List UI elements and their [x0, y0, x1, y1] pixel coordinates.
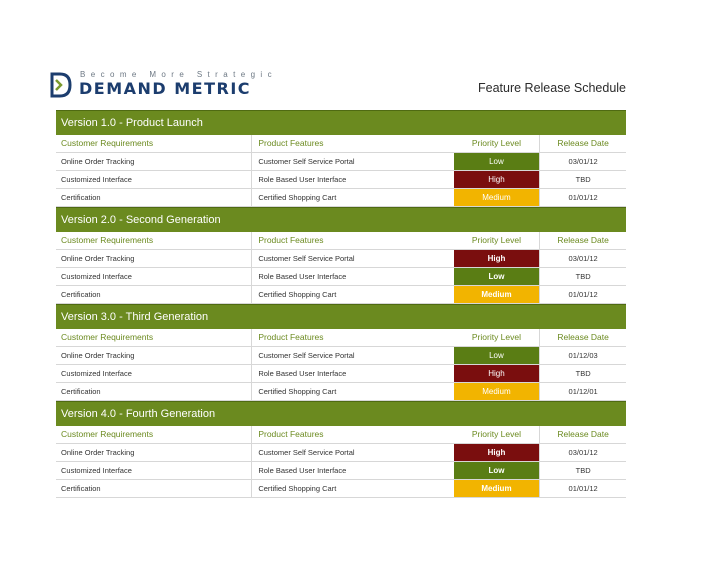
feature-cell: Role Based User Interface — [258, 369, 347, 378]
release-date-cell: 01/01/12 — [539, 189, 626, 206]
release-date-cell: 01/01/12 — [539, 480, 626, 497]
priority-cell: Medium — [453, 189, 540, 206]
table-row: Online Order Tracking Customer Self Servi… — [56, 444, 626, 462]
column-header: Customer Requirements — [56, 426, 253, 443]
feature-cell: Certified Shopping Cart — [258, 484, 337, 493]
table-row: Online Order Tracking Customer Self Servi… — [56, 153, 626, 171]
requirement-cell: Certification — [56, 189, 253, 206]
page-header: Become More Strategic DEMAND METRIC Feat… — [50, 68, 626, 106]
priority-cell: Medium — [453, 480, 540, 497]
feature-cell: Customer Self Service Portal — [258, 254, 355, 263]
column-header: Product Features — [258, 429, 324, 439]
table-row: Online Order Tracking Customer Self Servi… — [56, 250, 626, 268]
release-schedule-table: Version 1.0 - Product Launch Customer Req… — [56, 110, 626, 498]
table-row: Certification Certified Shopping Cart Medi… — [56, 480, 626, 498]
column-header-row: Customer Requirements Product Features Pri… — [56, 135, 626, 153]
requirement-cell: Certification — [56, 480, 253, 497]
column-header-row: Customer Requirements Product Features Pri… — [56, 232, 626, 250]
column-header: Release Date — [539, 426, 626, 443]
demand-metric-logo-icon — [50, 72, 72, 98]
priority-cell: Medium — [453, 286, 540, 303]
release-date-cell: TBD — [539, 462, 626, 479]
release-date-cell: 03/01/12 — [539, 444, 626, 461]
column-header: Priority Level — [471, 429, 522, 439]
requirement-cell: Certification — [56, 286, 253, 303]
table-row: Customized Interface Role Based User Inte… — [56, 365, 626, 383]
feature-cell: Customer Self Service Portal — [258, 448, 355, 457]
priority-cell: High — [453, 250, 540, 267]
feature-cell: Customer Self Service Portal — [258, 351, 355, 360]
requirement-cell: Online Order Tracking — [56, 347, 253, 364]
feature-cell: Role Based User Interface — [258, 175, 347, 184]
column-header: Customer Requirements — [56, 135, 253, 152]
version-header: Version 2.0 - Second Generation — [56, 207, 626, 232]
priority-cell: Medium — [453, 383, 540, 400]
feature-cell: Customer Self Service Portal — [258, 157, 355, 166]
release-date-cell: TBD — [539, 365, 626, 382]
feature-cell: Role Based User Interface — [258, 272, 347, 281]
column-header: Customer Requirements — [56, 329, 253, 346]
priority-cell: High — [453, 444, 540, 461]
table-row: Certification Certified Shopping Cart Medi… — [56, 286, 626, 304]
version-header: Version 4.0 - Fourth Generation — [56, 401, 626, 426]
requirement-cell: Online Order Tracking — [56, 153, 253, 170]
column-header: Release Date — [539, 135, 626, 152]
release-date-cell: 01/12/01 — [539, 383, 626, 400]
priority-cell: Low — [453, 462, 540, 479]
priority-cell: High — [453, 365, 540, 382]
table-row: Customized Interface Role Based User Inte… — [56, 268, 626, 286]
page-title: Feature Release Schedule — [477, 81, 626, 95]
column-header: Priority Level — [471, 332, 522, 342]
column-header: Release Date — [539, 232, 626, 249]
tagline: Become More Strategic — [80, 70, 277, 79]
brand-name: DEMAND METRIC — [79, 79, 252, 98]
priority-cell: Low — [453, 347, 540, 364]
table-row: Customized Interface Role Based User Inte… — [56, 171, 626, 189]
table-row: Certification Certified Shopping Cart Medi… — [56, 383, 626, 401]
column-header: Priority Level — [471, 235, 522, 245]
column-header-row: Customer Requirements Product Features Pri… — [56, 329, 626, 347]
requirement-cell: Customized Interface — [56, 268, 253, 285]
priority-cell: High — [453, 171, 540, 188]
release-date-cell: TBD — [539, 171, 626, 188]
requirement-cell: Customized Interface — [56, 171, 253, 188]
column-header: Product Features — [258, 235, 324, 245]
table-row: Online Order Tracking Customer Self Servi… — [56, 347, 626, 365]
requirement-cell: Online Order Tracking — [56, 250, 253, 267]
release-date-cell: 01/12/03 — [539, 347, 626, 364]
release-date-cell: 01/01/12 — [539, 286, 626, 303]
feature-cell: Certified Shopping Cart — [258, 290, 337, 299]
column-header: Release Date — [539, 329, 626, 346]
requirement-cell: Customized Interface — [56, 365, 253, 382]
column-header-row: Customer Requirements Product Features Pri… — [56, 426, 626, 444]
requirement-cell: Certification — [56, 383, 253, 400]
feature-cell: Role Based User Interface — [258, 466, 347, 475]
version-header: Version 1.0 - Product Launch — [56, 110, 626, 135]
release-date-cell: 03/01/12 — [539, 153, 626, 170]
column-header: Product Features — [258, 332, 324, 342]
release-date-cell: TBD — [539, 268, 626, 285]
table-row: Certification Certified Shopping Cart Medi… — [56, 189, 626, 207]
column-header: Priority Level — [471, 138, 522, 148]
feature-cell: Certified Shopping Cart — [258, 387, 337, 396]
requirement-cell: Online Order Tracking — [56, 444, 253, 461]
feature-cell: Certified Shopping Cart — [258, 193, 337, 202]
priority-cell: Low — [453, 153, 540, 170]
version-header: Version 3.0 - Third Generation — [56, 304, 626, 329]
column-header: Product Features — [258, 138, 324, 148]
column-header: Customer Requirements — [56, 232, 253, 249]
priority-cell: Low — [453, 268, 540, 285]
release-date-cell: 03/01/12 — [539, 250, 626, 267]
table-row: Customized Interface Role Based User Inte… — [56, 462, 626, 480]
requirement-cell: Customized Interface — [56, 462, 253, 479]
